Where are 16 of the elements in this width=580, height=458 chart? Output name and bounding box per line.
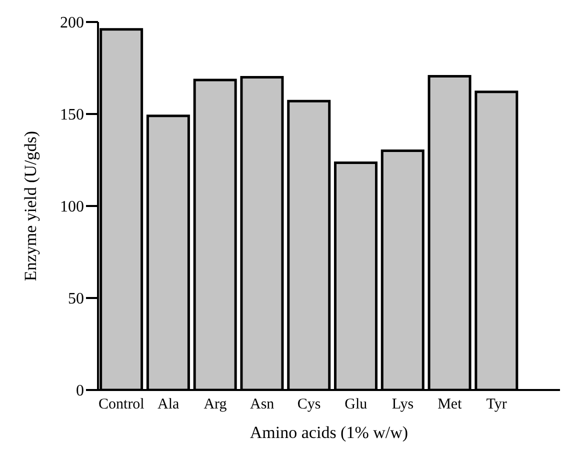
y-tick-label: 100 <box>60 198 84 216</box>
x-tick-label: Tyr <box>486 396 507 413</box>
x-tick-label: Ala <box>157 396 180 413</box>
y-axis-title: Enzyme yield (U/gds) <box>21 130 40 282</box>
x-tick-label: Asn <box>250 396 275 413</box>
x-axis-title: Amino acids (1% w/w) <box>250 423 408 442</box>
y-tick-label: 150 <box>60 106 84 124</box>
x-tick-label: Glu <box>344 396 368 413</box>
x-tick-label: Cys <box>297 396 321 413</box>
x-tick-label: Arg <box>204 396 228 413</box>
x-tick-label: Lys <box>392 396 414 413</box>
y-tick-label: 200 <box>60 14 84 32</box>
x-tick-label: Control <box>98 396 144 413</box>
y-tick-label: 0 <box>76 382 84 400</box>
x-tick-label: Met <box>438 396 463 413</box>
y-tick-label: 50 <box>68 290 84 308</box>
